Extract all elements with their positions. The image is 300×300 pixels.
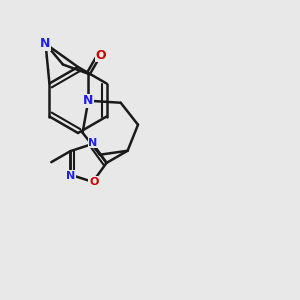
Text: N: N [66,171,75,181]
Text: N: N [88,138,97,148]
Text: O: O [89,177,98,187]
Text: N: N [83,94,94,107]
Text: N: N [40,37,51,50]
Text: O: O [96,49,106,62]
